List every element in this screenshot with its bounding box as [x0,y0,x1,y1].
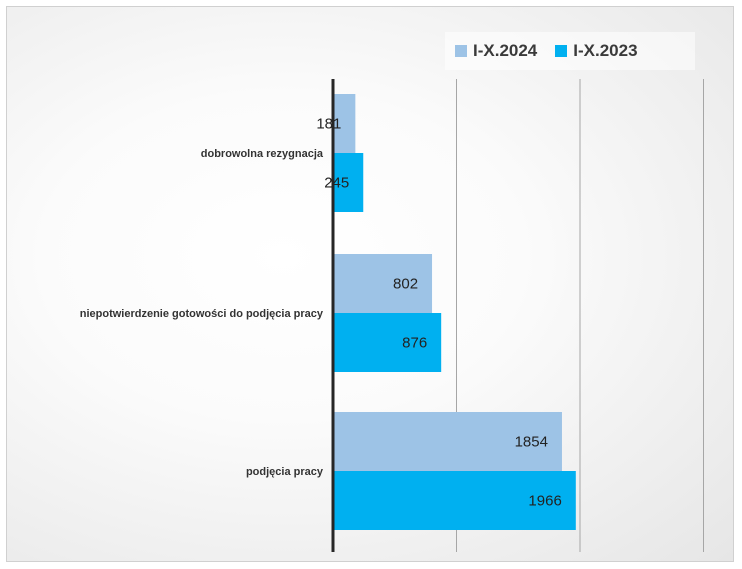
legend-label-2023: I-X.2023 [573,41,638,60]
bar-2-series-1 [333,254,433,313]
bar-1-series-1 [333,94,356,153]
bar-chart: 181 245 dobrowolna rezygnacja 802 876 niepotw… [80,79,704,552]
category-label-2: niepotwierdzenie gotowości do podjęcia p… [80,308,324,320]
bar-3-series-2 [333,471,576,530]
legend-item-2024: I-X.2024 [455,41,537,61]
data-label-3-series-1: 1854 [515,434,548,451]
data-label-3-series-2: 1966 [528,493,561,510]
category-label-1: dobrowolna rezygnacja [201,148,324,160]
bar-1-series-2 [333,153,364,212]
data-label-1-series-1: 181 [316,116,341,133]
category-label-3: podjęcia pracy [246,466,324,478]
legend: I-X.2024 I-X.2023 [445,32,695,70]
legend-swatch-2023 [555,45,568,57]
data-label-2-series-1: 802 [393,276,418,293]
legend-label-2024: I-X.2024 [473,41,538,60]
data-label-1-series-2: 245 [324,175,349,192]
chart-frame: I-X.2024 I-X.2023 181 245 dobrowolna rezyg… [6,6,734,562]
legend-swatch-2024 [455,45,467,57]
bar-2-series-2 [333,313,442,372]
legend-item-2023: I-X.2023 [555,41,638,61]
bar-3-series-1 [333,412,562,471]
data-label-2-series-2: 876 [402,335,427,352]
